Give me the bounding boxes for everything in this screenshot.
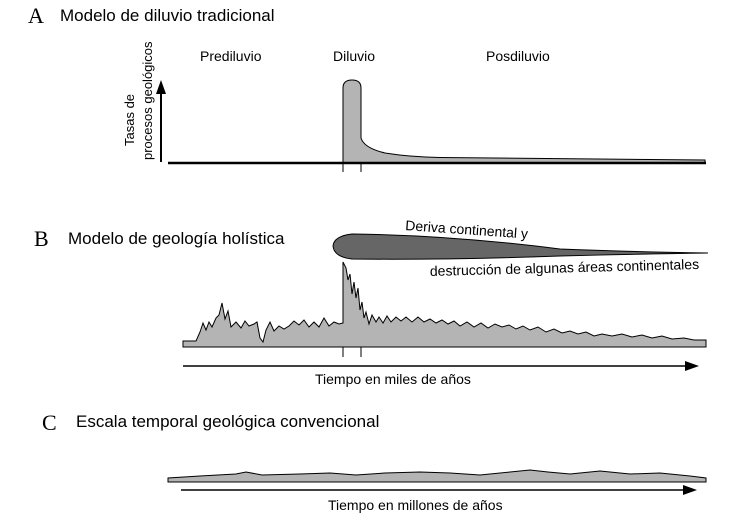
panel-c-time-axis-label: Tiempo en millones de años bbox=[328, 497, 503, 513]
panel-c-title: Escala temporal geológica convencional bbox=[76, 412, 379, 431]
panel-c-time-arrowhead bbox=[683, 485, 697, 495]
panel-c-rate-profile bbox=[167, 469, 707, 483]
panel-a-y-axis-label-line2: procesos geológicos bbox=[140, 41, 155, 160]
continental-drift-shape bbox=[332, 233, 709, 260]
panel-c: C Escala temporal geológica convencional… bbox=[42, 410, 707, 513]
panel-a-title: Modelo de diluvio tradicional bbox=[60, 6, 275, 25]
panel-b-letter: B bbox=[34, 226, 49, 251]
panel-b: B Modelo de geología holística Deriva co… bbox=[34, 217, 709, 387]
panel-b-title: Modelo de geología holística bbox=[68, 229, 285, 248]
panel-a-letter: A bbox=[28, 3, 44, 28]
panel-b-rate-profile bbox=[182, 261, 707, 348]
panel-a-rate-curve bbox=[342, 79, 706, 164]
panel-a-y-axis-arrowhead bbox=[156, 80, 166, 94]
phase-label-diluvio: Diluvio bbox=[333, 48, 375, 64]
panel-a: A Modelo de diluvio tradicional Tasas de… bbox=[28, 3, 706, 172]
panel-b-time-axis-label: Tiempo en miles de años bbox=[315, 371, 471, 387]
drift-annotation-line2: destrucción de algunas áreas continental… bbox=[430, 256, 700, 279]
panel-b-time-arrowhead bbox=[685, 361, 699, 371]
phase-label-prediluvio: Prediluvio bbox=[200, 48, 262, 64]
panel-a-y-axis-label-line1: Tasas de bbox=[122, 94, 137, 146]
panel-c-letter: C bbox=[42, 410, 57, 435]
phase-label-posdiluvio: Posdiluvio bbox=[486, 48, 550, 64]
